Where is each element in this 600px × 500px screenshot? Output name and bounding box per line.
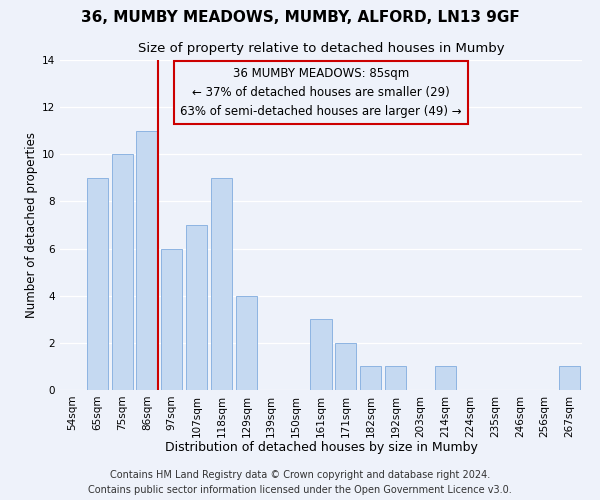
Title: Size of property relative to detached houses in Mumby: Size of property relative to detached ho… (137, 42, 505, 54)
Text: 36, MUMBY MEADOWS, MUMBY, ALFORD, LN13 9GF: 36, MUMBY MEADOWS, MUMBY, ALFORD, LN13 9… (80, 10, 520, 25)
Bar (360, 366, 381, 390)
Bar (385, 366, 406, 390)
Bar (87, 178, 108, 390)
Bar (335, 343, 356, 390)
Bar (236, 296, 257, 390)
Bar (211, 178, 232, 390)
Bar (136, 130, 158, 390)
Bar (559, 366, 580, 390)
Y-axis label: Number of detached properties: Number of detached properties (25, 132, 38, 318)
Text: Contains HM Land Registry data © Crown copyright and database right 2024.
Contai: Contains HM Land Registry data © Crown c… (88, 470, 512, 495)
Text: 36 MUMBY MEADOWS: 85sqm
← 37% of detached houses are smaller (29)
63% of semi-de: 36 MUMBY MEADOWS: 85sqm ← 37% of detache… (180, 66, 462, 118)
X-axis label: Distribution of detached houses by size in Mumby: Distribution of detached houses by size … (164, 441, 478, 454)
Bar (161, 248, 182, 390)
Bar (435, 366, 456, 390)
Bar (112, 154, 133, 390)
Bar (186, 225, 207, 390)
Bar (310, 320, 332, 390)
